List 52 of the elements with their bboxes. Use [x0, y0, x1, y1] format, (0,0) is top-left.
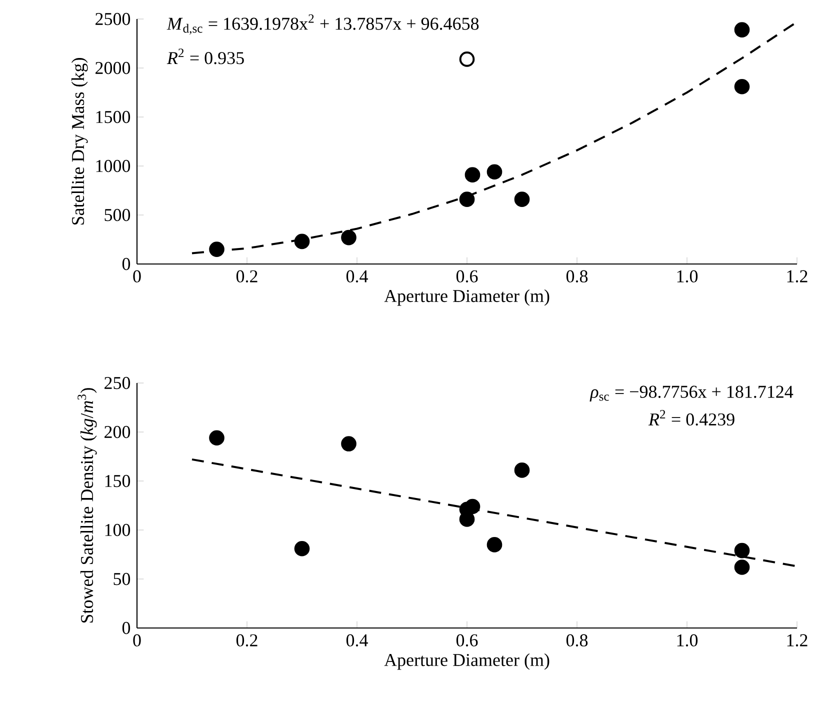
x-tick-label: 0.6 — [456, 634, 478, 646]
x-axis-title: Aperture Diameter (m) — [384, 289, 550, 306]
x-tick-label: 0.8 — [566, 634, 588, 646]
y-axis-title: Satellite Dry Mass (kg) — [71, 58, 88, 225]
point — [734, 78, 750, 94]
y-tick-label: 2000 — [96, 62, 130, 74]
point — [209, 430, 224, 446]
point — [459, 52, 475, 67]
x-tick-label: 0 — [133, 634, 141, 646]
y-tick-label: 2500 — [96, 12, 130, 26]
annotation: ρ$_{sc}$ = −98.7756x + 181.7124 — [590, 386, 794, 402]
point — [294, 234, 310, 250]
point — [514, 462, 530, 478]
x-tick-label: 0.4 — [346, 634, 368, 646]
point — [341, 230, 356, 246]
y-tick-label: 0 — [122, 258, 130, 270]
y-tick-label: 250 — [104, 376, 130, 390]
y-tick-label: 100 — [105, 524, 130, 536]
point — [464, 498, 480, 514]
point — [734, 560, 750, 575]
x-tick-label: 0.8 — [566, 270, 588, 282]
point — [734, 542, 750, 558]
y-tick-label: 0 — [122, 622, 130, 634]
x-axis-title: Aperture Diameter (m) — [384, 653, 550, 670]
point — [514, 192, 530, 207]
point — [294, 540, 310, 556]
x-tick-label: 0.2 — [236, 270, 258, 282]
y-tick-label: 1000 — [96, 160, 130, 172]
point — [734, 22, 750, 38]
x-tick-label: 1.0 — [677, 634, 698, 646]
x-tick-label: 1.2 — [787, 634, 808, 646]
x-tick-label: 1.2 — [787, 270, 808, 282]
x-tick-label: 0 — [133, 270, 141, 282]
y-tick-label: 200 — [104, 426, 130, 438]
y-axis-title: Stowed Satellite Density (kg/m$^{3}$) — [78, 388, 97, 623]
y-tick-label: 50 — [114, 572, 130, 586]
annotation: M$_{d,sc}$ = 1639.1978x$^{2}$ + 13.7857x + 96.4658 — [166, 14, 479, 35]
y-tick-label: 150 — [105, 474, 130, 488]
point — [486, 537, 502, 552]
x-tick-label: 0.4 — [346, 270, 368, 282]
x-tick-label: 0.2 — [236, 634, 258, 646]
y-tick-label: 500 — [104, 208, 130, 222]
annotation: R$^{2}$ = 0.935 — [166, 48, 244, 64]
point — [459, 192, 475, 207]
point — [341, 436, 356, 452]
point — [486, 164, 502, 180]
x-tick-label: 0.6 — [456, 270, 478, 282]
point — [209, 242, 224, 257]
y-tick-label: 1500 — [96, 110, 130, 124]
x-tick-label: 1.0 — [677, 270, 698, 282]
point — [464, 167, 480, 182]
annotation: R$^{2}$ = 0.4239 — [648, 410, 734, 426]
